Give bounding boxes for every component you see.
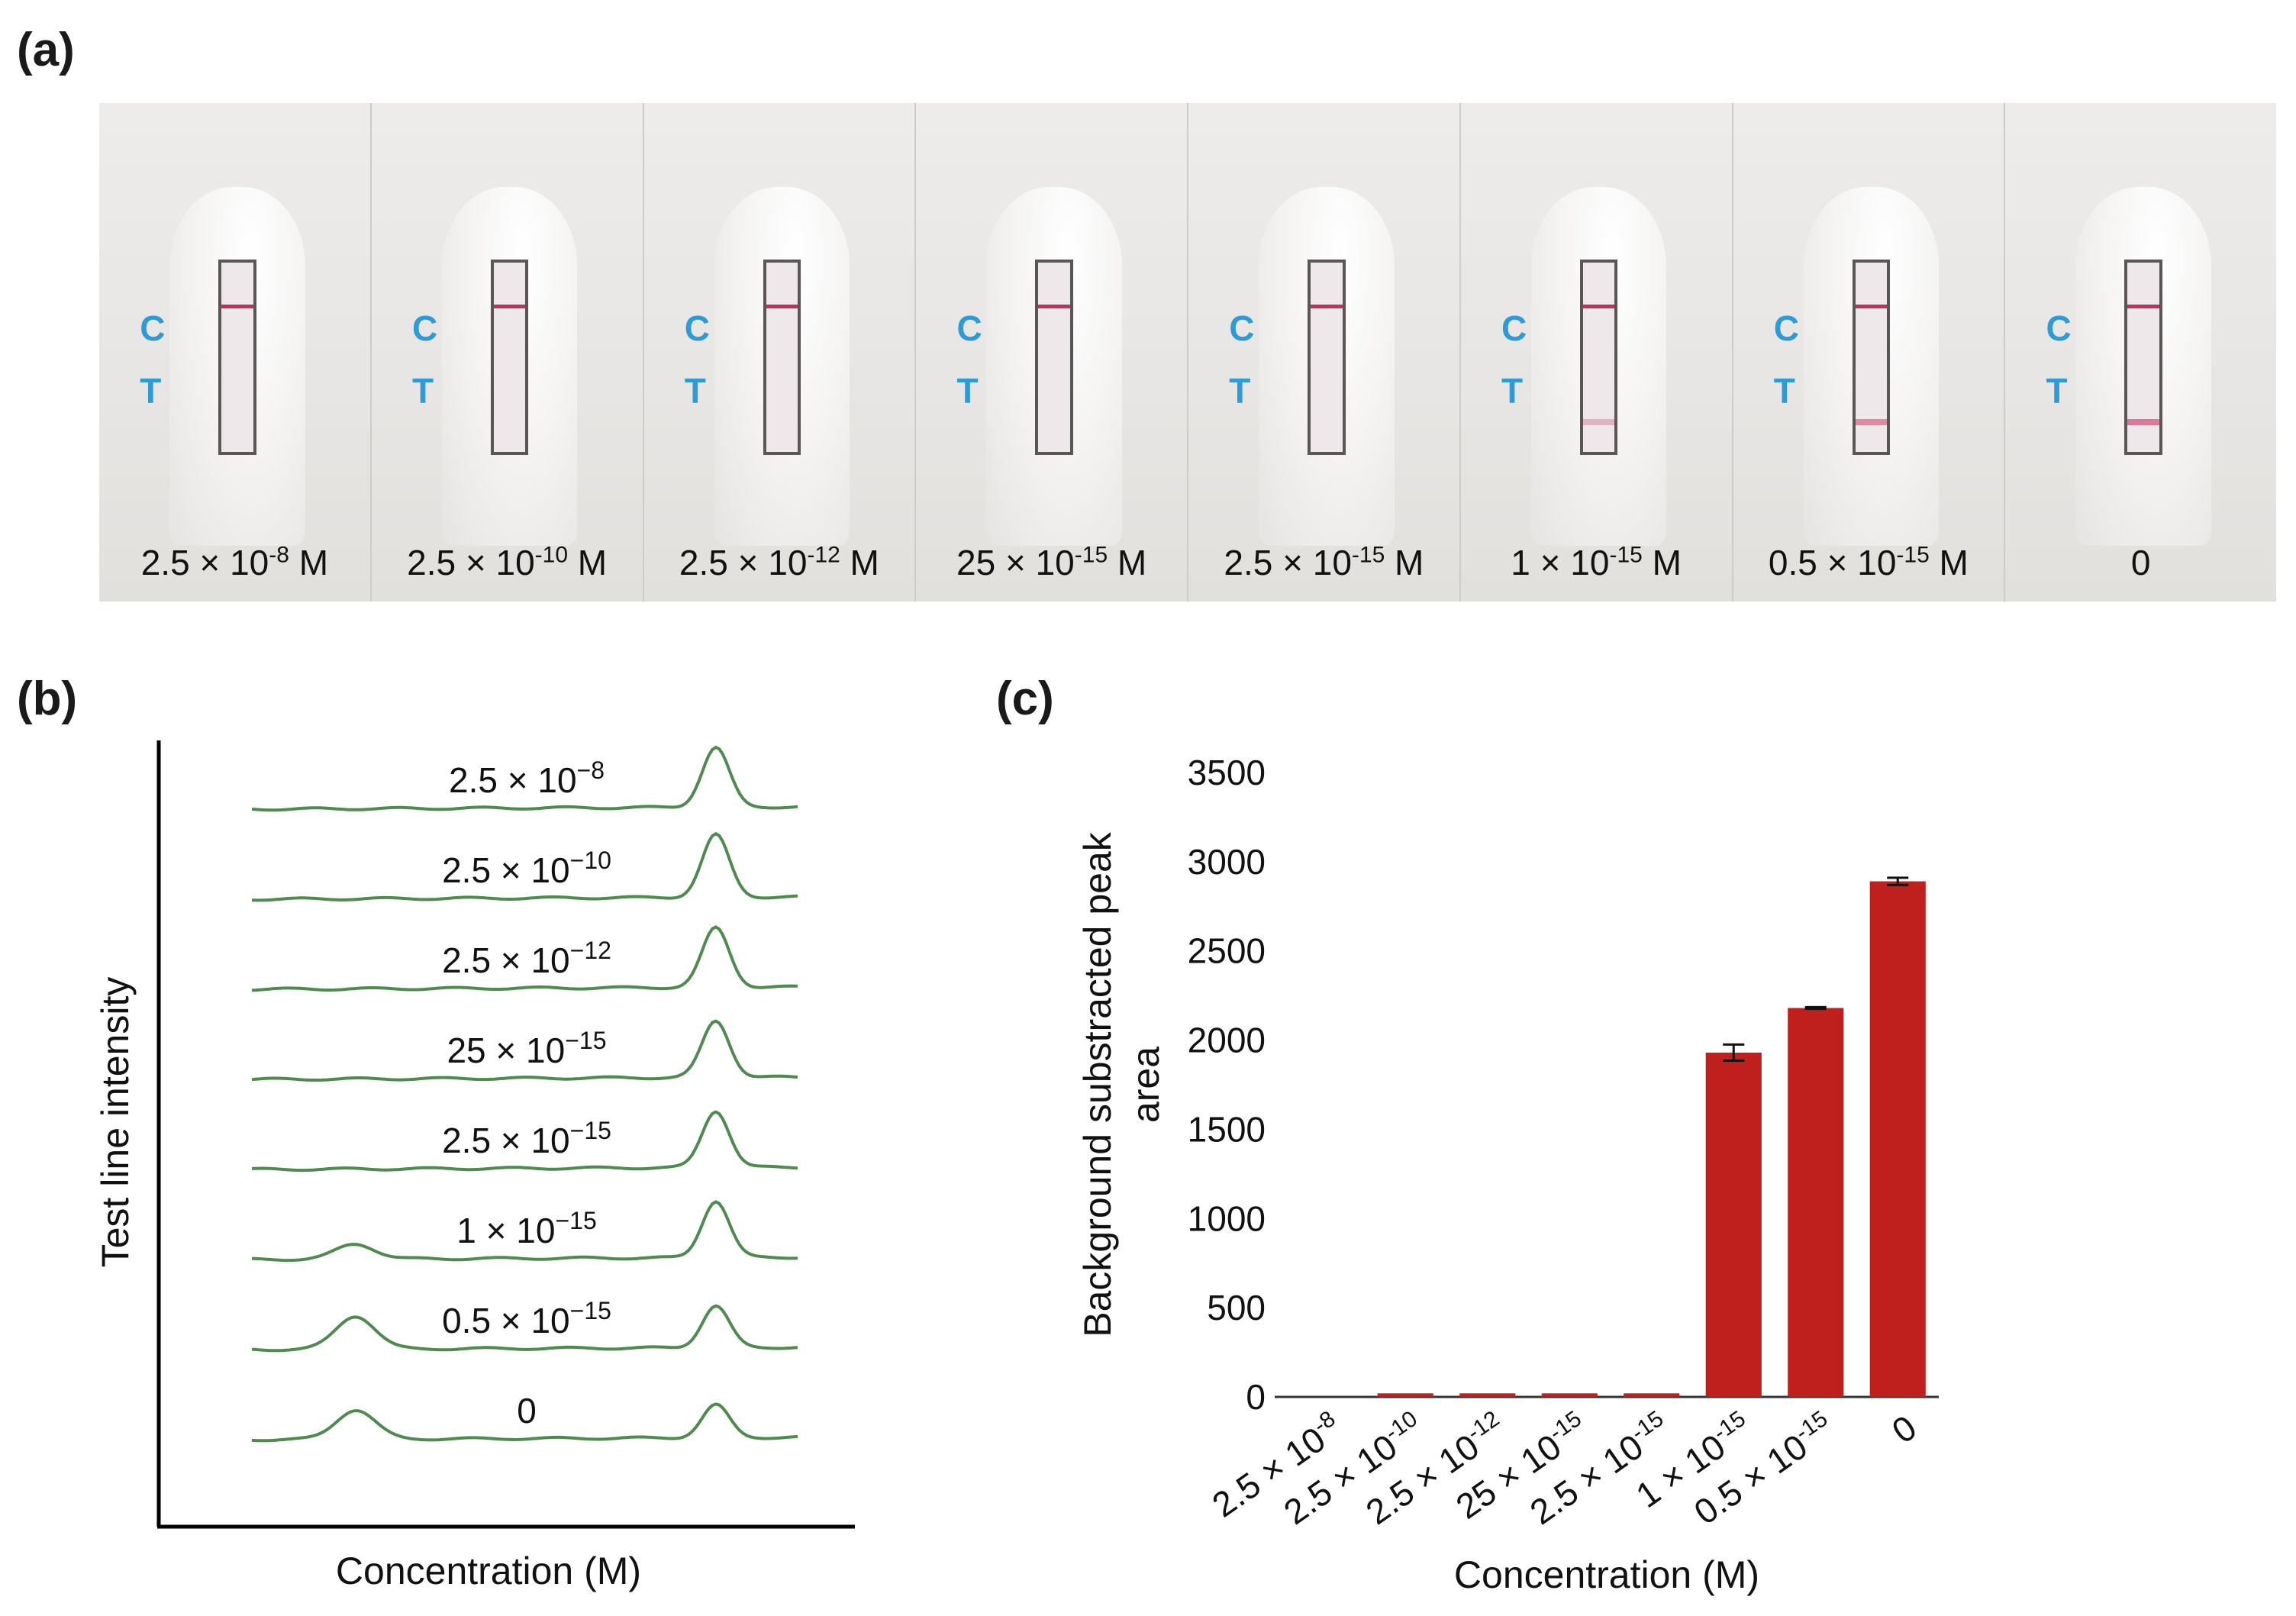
control-marker-c: C <box>140 308 166 348</box>
x-tick-label: 0 <box>1885 1408 1924 1451</box>
test-marker-t: T <box>1501 371 1524 411</box>
concentration-label: 2.5 × 10-12 M <box>679 542 879 582</box>
concentration-label: 2.5 × 10-10 M <box>407 542 608 582</box>
control-marker-c: C <box>2046 308 2072 348</box>
y-tick-label: 3000 <box>1188 842 1266 882</box>
intensity-trace <box>251 1019 798 1082</box>
concentration-label: 0 <box>2130 543 2151 582</box>
strip-cassette: C T 2.5 × 10-15 M <box>1188 103 1461 602</box>
intensity-trace <box>251 1200 798 1263</box>
intensity-trace <box>251 925 798 992</box>
concentration-label: 1 × 10-15 M <box>1511 542 1682 582</box>
trace-label: 2.5 × 10−12 <box>442 937 611 980</box>
test-marker-t: T <box>140 371 162 411</box>
trace-label: 1 × 10−15 <box>456 1207 596 1250</box>
strip-cassette: C T 2.5 × 10-10 M <box>371 103 644 602</box>
bar <box>1459 1393 1516 1397</box>
control-line <box>1311 305 1343 308</box>
control-line <box>1582 305 1615 308</box>
peak-area-bar-chart: 0 500 1000 1500 2000 2500 3000 3500 Background s… <box>1076 753 1939 1596</box>
error-bar <box>1887 876 1909 886</box>
panel-a-label: (a) <box>17 24 75 76</box>
intensity-trace <box>251 831 798 902</box>
test-marker-t: T <box>2046 371 2068 411</box>
concentration-label: 2.5 × 10-8 M <box>140 542 329 582</box>
control-line <box>2127 305 2159 308</box>
control-marker-c: C <box>1773 308 1799 348</box>
trace-label: 2.5 × 10−8 <box>449 756 605 800</box>
y-tick-label: 2000 <box>1188 1021 1266 1060</box>
intensity-trace <box>251 1110 798 1172</box>
strip-cassette: C T 2.5 × 10-8 M <box>99 103 372 602</box>
test-marker-t: T <box>684 371 706 411</box>
test-line <box>1582 419 1615 425</box>
test-marker-t: T <box>411 371 434 411</box>
y-axis-title: Test line intensity <box>94 977 137 1268</box>
intensity-profile-chart: Test line intensity Concentration (M) 2.5 … <box>94 740 855 1592</box>
control-line <box>766 305 798 308</box>
test-marker-t: T <box>956 371 979 411</box>
trace-label: 2.5 × 10−10 <box>442 847 611 890</box>
trace-label: 0 <box>517 1391 537 1431</box>
strip-window <box>1579 260 1618 455</box>
y-tick-label: 500 <box>1207 1288 1266 1327</box>
strip-window <box>1308 260 1346 455</box>
concentration-label: 0.5 × 10-15 M <box>1768 542 1969 582</box>
trace-label: 2.5 × 10−15 <box>442 1117 611 1160</box>
test-marker-t: T <box>1773 371 1795 411</box>
intensity-trace <box>251 1304 798 1353</box>
y-tick-label: 1500 <box>1188 1109 1266 1149</box>
intensity-trace <box>251 745 798 812</box>
strip-cassette: C T 0.5 × 10-15 M <box>1733 103 2006 602</box>
bar <box>1541 1393 1598 1397</box>
control-marker-c: C <box>1229 308 1255 348</box>
strip-window <box>218 260 256 455</box>
panel-c-label: (c) <box>996 673 1054 725</box>
bar <box>1377 1393 1433 1397</box>
strip-window <box>2124 260 2162 455</box>
test-line <box>2127 419 2159 425</box>
y-tick-label: 0 <box>1246 1377 1266 1417</box>
y-tick-label: 1000 <box>1188 1198 1266 1238</box>
error-bar <box>1804 1005 1827 1011</box>
y-tick-label: 2500 <box>1188 931 1266 971</box>
control-marker-c: C <box>411 308 438 348</box>
bar <box>1705 1052 1762 1397</box>
y-axis-title: Background substracted peak <box>1076 831 1119 1337</box>
strip-window <box>490 260 529 455</box>
control-marker-c: C <box>1501 308 1527 348</box>
control-line <box>1038 305 1070 308</box>
trace-label: 0.5 × 10−15 <box>442 1297 611 1340</box>
y-axis-title-line2: area <box>1124 1047 1167 1123</box>
strip-window <box>1035 260 1073 455</box>
control-line <box>221 305 253 308</box>
panel-b-label: (b) <box>17 673 78 725</box>
x-axis-title: Concentration (M) <box>336 1550 641 1592</box>
bar <box>1869 881 1926 1397</box>
error-bar <box>1723 1043 1745 1062</box>
test-line <box>1855 419 1888 425</box>
strip-cassette: C T 25 × 10-15 M <box>916 103 1188 602</box>
concentration-label: 25 × 10-15 M <box>956 542 1147 582</box>
intensity-trace <box>251 1402 798 1443</box>
y-tick-label: 3500 <box>1188 753 1266 792</box>
control-line <box>493 305 526 308</box>
control-marker-c: C <box>956 308 982 348</box>
strip-cassette: C T 2.5 × 10-12 M <box>643 103 917 602</box>
bar <box>1788 1008 1844 1397</box>
x-axis-title: Concentration (M) <box>1454 1553 1759 1596</box>
trace-label: 25 × 10−15 <box>447 1027 606 1070</box>
control-marker-c: C <box>684 308 710 348</box>
test-marker-t: T <box>1229 371 1251 411</box>
concentration-label: 2.5 × 10-15 M <box>1224 542 1424 582</box>
strip-window <box>763 260 801 455</box>
control-line <box>1855 305 1888 308</box>
test-strip-photo: C T 2.5 × 10-8 M C T 2.5 × 10-10 M C T 2.5 × 10-… <box>99 103 2276 602</box>
bar <box>1624 1393 1680 1397</box>
strip-window <box>1852 260 1891 455</box>
